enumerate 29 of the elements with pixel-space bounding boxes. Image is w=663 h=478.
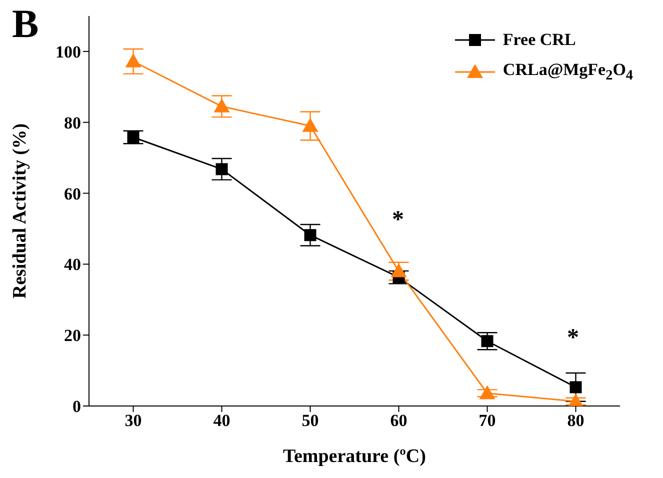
x-tick-label: 60 xyxy=(390,411,408,430)
point xyxy=(304,229,316,242)
y-tick-label: 20 xyxy=(64,326,81,346)
point xyxy=(479,385,496,400)
point xyxy=(216,163,228,176)
point xyxy=(125,53,142,68)
y-tick-label: 0 xyxy=(72,397,81,416)
annotation: * xyxy=(567,325,579,351)
point xyxy=(302,118,318,132)
x-tick-label: 50 xyxy=(302,411,319,430)
y-tick-label: 100 xyxy=(56,42,81,62)
legend-label: CRLa@MgFe$_{2}$O$_{4}$ xyxy=(502,60,633,84)
annotation: * xyxy=(392,207,404,233)
y-tick-label: 60 xyxy=(64,184,81,204)
legend-label: Free CRL xyxy=(502,30,576,50)
y-axis-title: Residual Activity (%) xyxy=(10,123,31,299)
x-tick-label: 80 xyxy=(567,411,584,430)
point xyxy=(127,131,140,144)
point xyxy=(390,263,407,278)
point xyxy=(570,381,582,394)
y-tick-label: 80 xyxy=(64,113,81,132)
point xyxy=(481,335,494,348)
x-tick-label: 40 xyxy=(213,411,230,430)
x-tick-label: 30 xyxy=(124,411,142,430)
point xyxy=(214,98,230,112)
chart-title: B xyxy=(12,0,39,47)
x-tick-label: 70 xyxy=(478,411,496,430)
y-tick-label: 40 xyxy=(64,255,81,274)
x-axis-title: Temperature (ºC) xyxy=(283,446,426,467)
